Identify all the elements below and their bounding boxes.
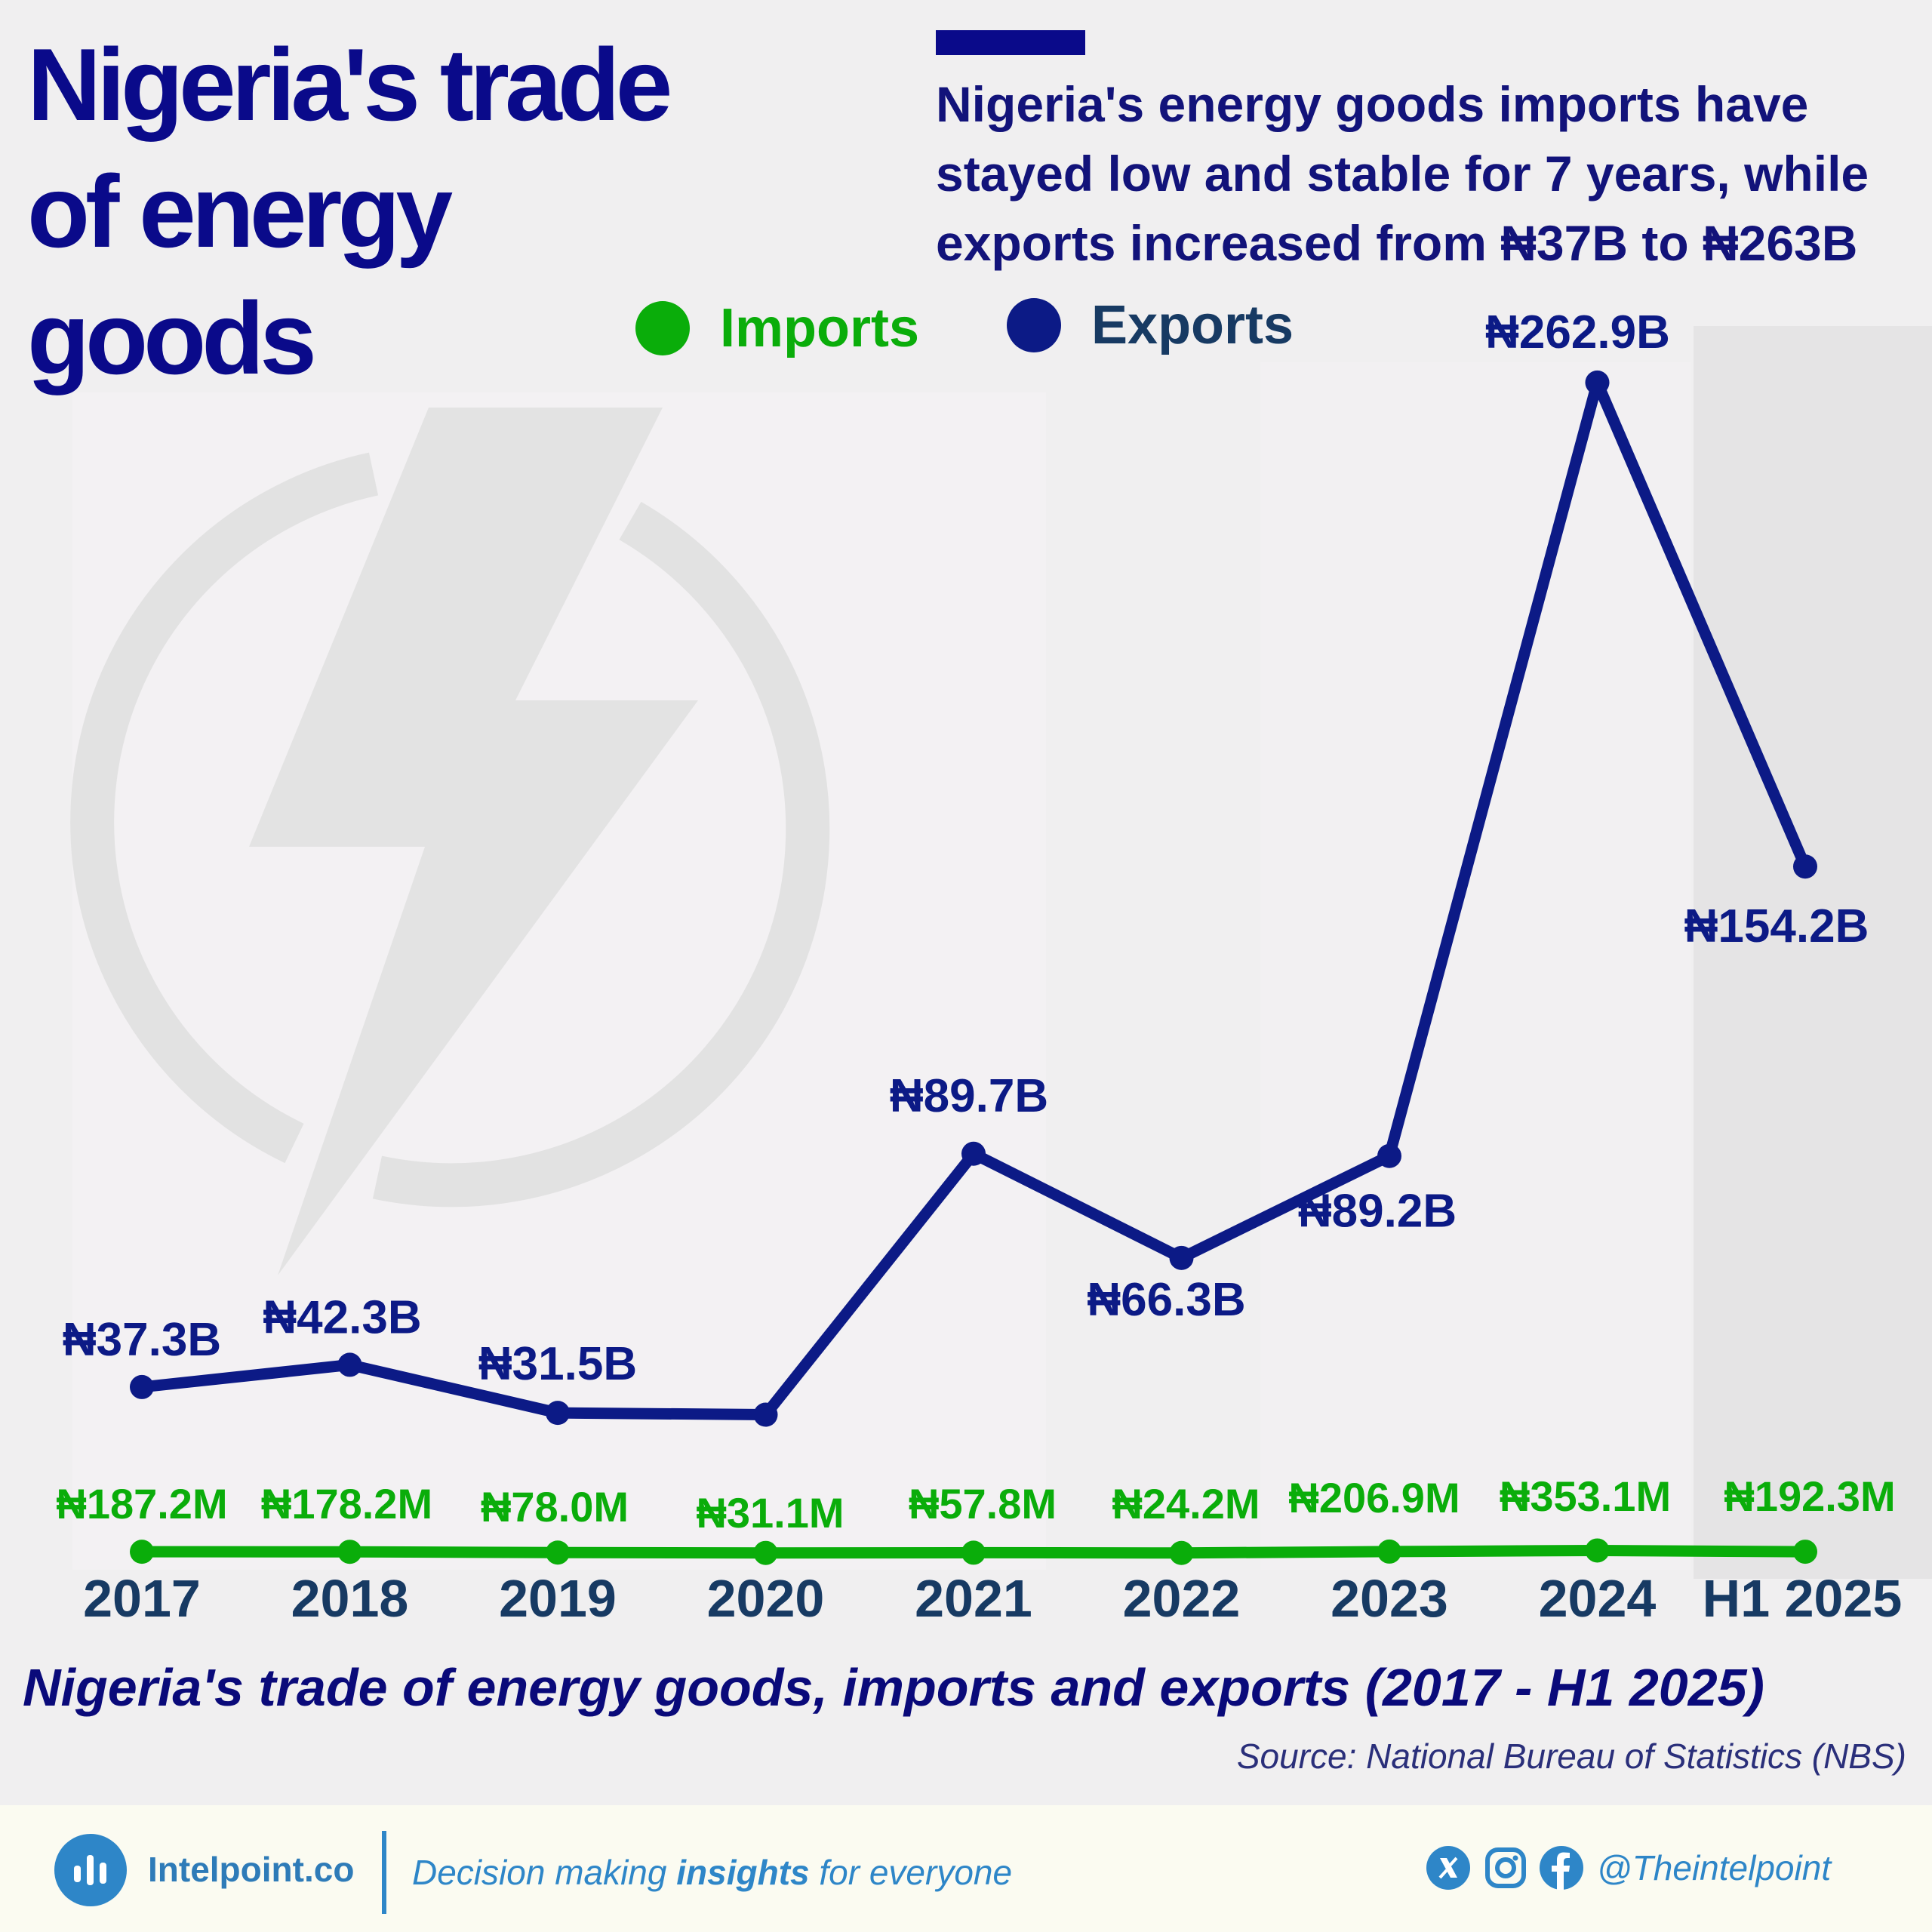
imports-dot-icon bbox=[635, 301, 690, 355]
exports-data-label: ₦89.2B bbox=[1298, 1186, 1457, 1238]
imports-point bbox=[753, 1540, 778, 1565]
legend-exports: Exports bbox=[1007, 294, 1294, 356]
imports-point bbox=[1169, 1540, 1194, 1565]
imports-point bbox=[961, 1540, 986, 1565]
legend-imports: Imports bbox=[635, 297, 919, 359]
footer: Intelpoint.co Decision making insights f… bbox=[0, 1805, 1932, 1932]
imports-point bbox=[1793, 1540, 1817, 1564]
exports-data-label: ₦89.7B bbox=[890, 1070, 1048, 1122]
x-tick-label: 2021 bbox=[915, 1569, 1032, 1628]
summary-line-3: exports increased from ₦37B to ₦263B bbox=[936, 215, 1858, 271]
imports-data-label: ₦187.2M bbox=[56, 1480, 227, 1527]
footer-divider bbox=[382, 1831, 386, 1914]
brand-name[interactable]: Intelpoint.co bbox=[148, 1850, 355, 1889]
x-tick-label: H1 2025 bbox=[1703, 1569, 1903, 1628]
imports-data-label: ₦192.3M bbox=[1724, 1472, 1895, 1520]
tagline: Decision making insights for everyone bbox=[412, 1852, 1012, 1893]
exports-series-line bbox=[136, 377, 1811, 1421]
headline-line-3: goods bbox=[27, 281, 317, 395]
tagline-pre: Decision making bbox=[412, 1853, 677, 1892]
x-icon[interactable] bbox=[1426, 1846, 1470, 1890]
social-handle[interactable]: @Theintelpoint bbox=[1597, 1848, 1832, 1887]
exports-point bbox=[337, 1352, 362, 1377]
imports-point bbox=[546, 1540, 570, 1565]
x-tick-label: 2020 bbox=[707, 1569, 825, 1628]
source-note: Source: National Bureau of Statistics (N… bbox=[1236, 1737, 1906, 1776]
tagline-post: for everyone bbox=[809, 1853, 1013, 1892]
imports-data-label: ₦57.8M bbox=[909, 1480, 1057, 1527]
x-tick-label: 2017 bbox=[83, 1569, 201, 1628]
imports-point bbox=[337, 1540, 362, 1564]
imports-point bbox=[1377, 1539, 1401, 1564]
x-tick-label: 2022 bbox=[1123, 1569, 1241, 1628]
summary-text: Nigeria's energy goods imports have stay… bbox=[936, 69, 1917, 278]
legend-exports-label: Exports bbox=[1091, 295, 1294, 355]
bar-chart-icon bbox=[54, 1834, 127, 1906]
tagline-bold: insights bbox=[676, 1853, 810, 1892]
headline: Nigeria's trade of energy goods bbox=[27, 21, 767, 401]
x-tick-label: 2018 bbox=[291, 1569, 409, 1628]
exports-point bbox=[961, 1141, 986, 1166]
exports-point bbox=[1585, 370, 1610, 395]
imports-data-label: ₦206.9M bbox=[1288, 1474, 1460, 1521]
imports-data-label: ₦31.1M bbox=[696, 1489, 844, 1537]
x-tick-label: 2023 bbox=[1331, 1569, 1448, 1628]
imports-data-label: ₦24.2M bbox=[1112, 1480, 1260, 1527]
imports-data-label: ₦178.2M bbox=[261, 1480, 432, 1527]
exports-point bbox=[1793, 854, 1817, 879]
legend-imports-label: Imports bbox=[720, 298, 920, 358]
instagram-icon[interactable] bbox=[1484, 1846, 1527, 1890]
x-tick-label: 2024 bbox=[1539, 1569, 1657, 1628]
chart-caption: Nigeria's trade of energy goods, imports… bbox=[23, 1658, 1764, 1717]
exports-dot-icon bbox=[1007, 298, 1061, 352]
exports-point bbox=[1377, 1143, 1401, 1168]
accent-bar bbox=[936, 30, 1085, 55]
summary-line-2: stayed low and stable for 7 years, while bbox=[936, 146, 1869, 202]
highlight-column bbox=[1694, 326, 1932, 1579]
headline-line-2: of energy bbox=[27, 154, 453, 269]
imports-data-label: ₦353.1M bbox=[1500, 1472, 1671, 1520]
chart-background-panel-right bbox=[1260, 362, 1690, 1570]
exports-point bbox=[546, 1401, 570, 1426]
exports-data-label: ₦154.2B bbox=[1684, 900, 1869, 952]
imports-data-label: ₦78.0M bbox=[481, 1483, 629, 1531]
facebook-icon[interactable] bbox=[1540, 1846, 1583, 1890]
exports-data-label: ₦262.9B bbox=[1485, 306, 1670, 358]
headline-line-1: Nigeria's trade bbox=[27, 27, 672, 142]
exports-data-label: ₦37.3B bbox=[63, 1314, 221, 1366]
exports-data-label: ₦42.3B bbox=[263, 1291, 421, 1343]
exports-data-label: ₦31.5B bbox=[478, 1338, 637, 1390]
exports-point bbox=[1169, 1245, 1194, 1270]
imports-point bbox=[1585, 1538, 1610, 1563]
x-tick-label: 2019 bbox=[499, 1569, 617, 1628]
summary-line-1: Nigeria's energy goods imports have bbox=[936, 76, 1809, 132]
exports-point bbox=[753, 1402, 778, 1427]
imports-point bbox=[130, 1540, 154, 1564]
exports-point bbox=[130, 1374, 154, 1399]
exports-data-label: ₦66.3B bbox=[1087, 1274, 1245, 1326]
